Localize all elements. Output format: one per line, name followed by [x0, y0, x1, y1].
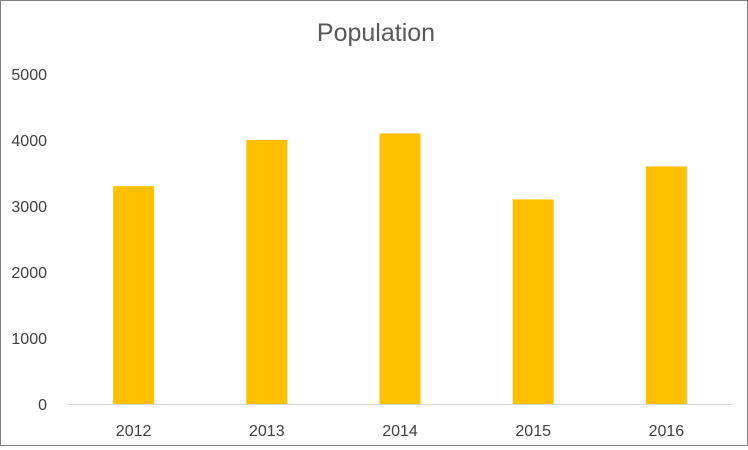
x-tick-label: 2013 [249, 423, 285, 440]
y-tick-label: 0 [38, 397, 47, 414]
bars [113, 133, 687, 404]
x-tick-label: 2012 [116, 423, 152, 440]
x-axis-ticks: 2012 2013 2014 2015 2016 [116, 423, 684, 440]
bar-2015 [512, 199, 554, 404]
chart-title: Population [317, 19, 435, 47]
bar-2012 [113, 186, 155, 404]
bar-2016 [645, 166, 687, 404]
y-tick-label: 4000 [11, 133, 47, 150]
y-tick-label: 5000 [11, 67, 47, 84]
y-tick-label: 1000 [11, 331, 47, 348]
x-tick-label: 2015 [515, 423, 551, 440]
bar-2013 [246, 140, 288, 404]
bar-2014 [379, 133, 421, 404]
x-tick-label: 2016 [649, 423, 685, 440]
x-tick-label: 2014 [382, 423, 418, 440]
y-axis-ticks: 0 1000 2000 3000 4000 5000 [11, 67, 47, 414]
y-tick-label: 3000 [11, 199, 47, 216]
y-tick-label: 2000 [11, 265, 47, 282]
